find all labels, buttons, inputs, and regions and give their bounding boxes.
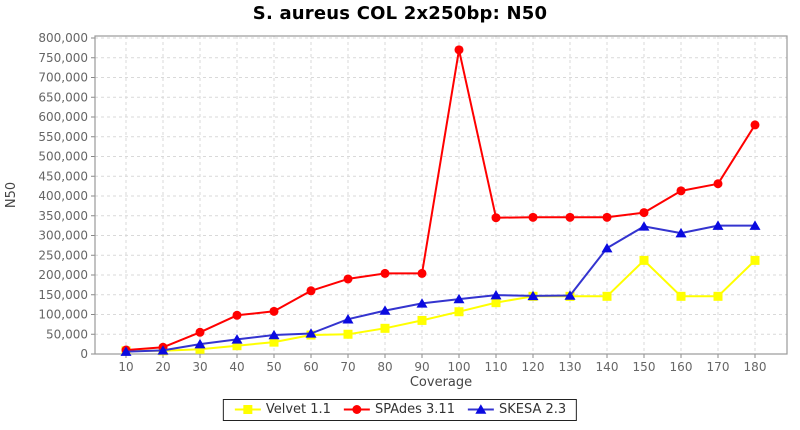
svg-text:80: 80 <box>377 360 392 374</box>
svg-text:400,000: 400,000 <box>38 189 88 203</box>
svg-text:100,000: 100,000 <box>38 308 88 322</box>
svg-text:800,000: 800,000 <box>38 31 88 45</box>
svg-text:90: 90 <box>414 360 429 374</box>
svg-text:140: 140 <box>596 360 619 374</box>
svg-text:160: 160 <box>670 360 693 374</box>
svg-text:Coverage: Coverage <box>410 375 472 390</box>
svg-text:250,000: 250,000 <box>38 248 88 262</box>
svg-text:30: 30 <box>192 360 207 374</box>
legend-item-velvet: Velvet 1.1 <box>234 402 331 417</box>
legend-label-spades: SPAdes 3.11 <box>374 402 455 417</box>
svg-text:120: 120 <box>522 360 545 374</box>
spades-circle-marker-icon <box>343 405 370 414</box>
svg-text:100: 100 <box>448 360 471 374</box>
svg-text:750,000: 750,000 <box>38 51 88 65</box>
svg-text:650,000: 650,000 <box>38 90 88 104</box>
svg-text:550,000: 550,000 <box>38 130 88 144</box>
svg-text:170: 170 <box>707 360 730 374</box>
legend-label-velvet: Velvet 1.1 <box>265 402 331 417</box>
svg-text:70: 70 <box>340 360 355 374</box>
svg-text:110: 110 <box>485 360 508 374</box>
svg-text:300,000: 300,000 <box>38 229 88 243</box>
velvet-square-marker-icon <box>234 405 261 414</box>
svg-text:450,000: 450,000 <box>38 169 88 183</box>
svg-text:150: 150 <box>633 360 656 374</box>
svg-text:200,000: 200,000 <box>38 268 88 282</box>
legend-label-skesa: SKESA 2.3 <box>498 402 567 417</box>
legend-item-skesa: SKESA 2.3 <box>467 402 566 417</box>
svg-text:N50: N50 <box>4 182 19 208</box>
svg-text:180: 180 <box>744 360 767 374</box>
svg-text:10: 10 <box>118 360 133 374</box>
svg-text:350,000: 350,000 <box>38 209 88 223</box>
svg-text:0: 0 <box>80 347 88 361</box>
skesa-triangle-marker-icon <box>467 404 494 414</box>
chart-title: S. aureus COL 2x250bp: N50 <box>252 3 548 24</box>
svg-text:130: 130 <box>559 360 582 374</box>
svg-text:600,000: 600,000 <box>38 110 88 124</box>
n50-line-chart: 0 50,000 100,000 150,000 200,000 250,000 300,0… <box>4 31 788 390</box>
svg-text:150,000: 150,000 <box>38 288 88 302</box>
svg-text:60: 60 <box>303 360 318 374</box>
svg-text:700,000: 700,000 <box>38 71 88 85</box>
legend: Velvet 1.1 SPAdes 3.11 SKESA 2.3 <box>222 399 578 421</box>
legend-item-spades: SPAdes 3.11 <box>343 402 455 417</box>
svg-text:40: 40 <box>229 360 244 374</box>
svg-text:20: 20 <box>155 360 170 374</box>
svg-text:50: 50 <box>266 360 281 374</box>
svg-text:50,000: 50,000 <box>46 327 88 341</box>
svg-text:500,000: 500,000 <box>38 150 88 164</box>
